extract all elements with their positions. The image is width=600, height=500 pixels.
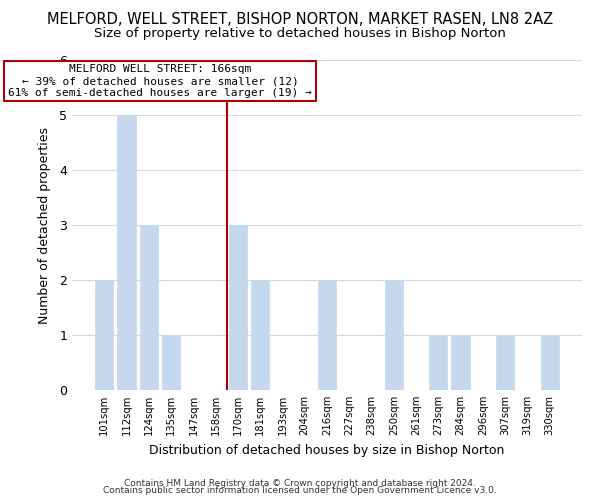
Bar (318, 280, 336, 390)
X-axis label: Distribution of detached houses by size in Bishop Norton: Distribution of detached houses by size … (149, 444, 505, 456)
Bar (95, 280, 113, 390)
Bar (229, 225, 247, 390)
Text: Contains HM Land Registry data © Crown copyright and database right 2024.: Contains HM Land Registry data © Crown c… (124, 478, 476, 488)
Text: MELFORD WELL STREET: 166sqm
← 39% of detached houses are smaller (12)
61% of sem: MELFORD WELL STREET: 166sqm ← 39% of det… (8, 64, 312, 98)
Bar (496, 335, 514, 390)
Bar (162, 335, 180, 390)
Y-axis label: Number of detached properties: Number of detached properties (38, 126, 51, 324)
Text: MELFORD, WELL STREET, BISHOP NORTON, MARKET RASEN, LN8 2AZ: MELFORD, WELL STREET, BISHOP NORTON, MAR… (47, 12, 553, 28)
Bar (541, 335, 559, 390)
Bar (451, 335, 470, 390)
Bar (140, 225, 158, 390)
Bar (429, 335, 448, 390)
Bar (385, 280, 403, 390)
Text: Contains public sector information licensed under the Open Government Licence v3: Contains public sector information licen… (103, 486, 497, 495)
Bar (118, 115, 136, 390)
Text: Size of property relative to detached houses in Bishop Norton: Size of property relative to detached ho… (94, 28, 506, 40)
Bar (251, 280, 269, 390)
